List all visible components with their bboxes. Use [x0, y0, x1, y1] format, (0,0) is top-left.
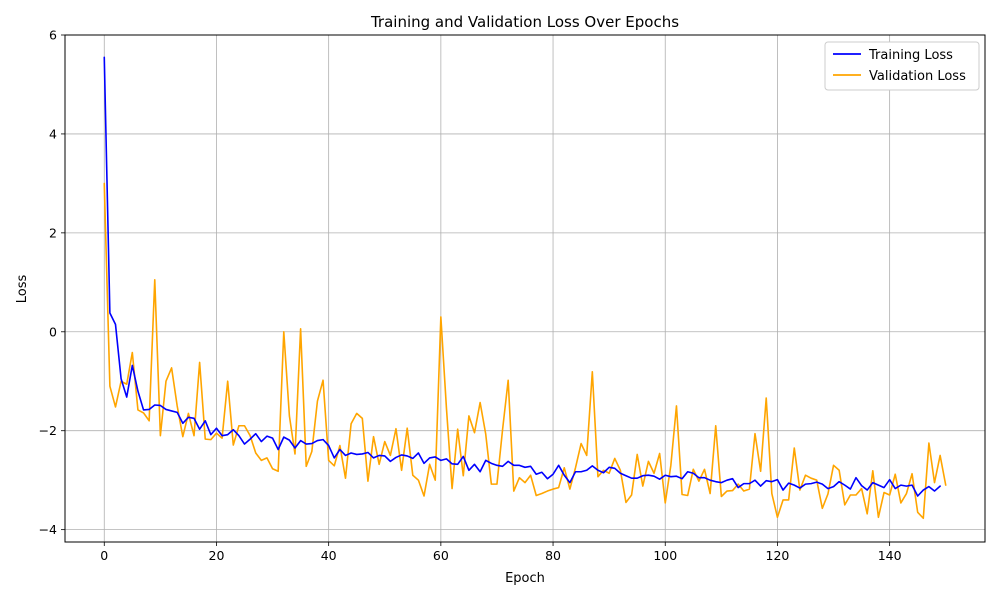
legend: Training Loss Validation Loss — [824, 41, 980, 91]
y-tick-label: 4 — [49, 126, 57, 141]
plot-frame — [64, 34, 986, 543]
y-axis-title: Loss — [15, 275, 30, 304]
x-tick-label: 60 — [433, 548, 449, 563]
chart-title: Training and Validation Loss Over Epochs — [370, 13, 679, 31]
x-tick-label: 20 — [209, 548, 225, 563]
legend-box — [824, 41, 980, 91]
x-tick-label: 140 — [878, 548, 902, 563]
x-tick-label: 120 — [766, 548, 790, 563]
legend-label-validation: Validation Loss — [869, 69, 966, 84]
series-lines — [103, 56, 947, 520]
training-loss-line — [103, 56, 941, 497]
x-tick-label: 40 — [321, 548, 337, 563]
validation-loss-line — [103, 182, 947, 520]
y-tick-label: 0 — [49, 324, 57, 339]
y-tick-label: −4 — [39, 522, 57, 537]
x-tick-label: 100 — [653, 548, 677, 563]
x-tick-label: 80 — [545, 548, 561, 563]
x-tick-label: 0 — [100, 548, 108, 563]
legend-label-training: Training Loss — [868, 48, 953, 63]
y-tick-label: −2 — [39, 423, 57, 438]
x-axis-title: Epoch — [505, 571, 545, 586]
y-tick-label: 2 — [49, 225, 57, 240]
axis-ticks: 0 20 40 60 80 100 120 140 −4 −2 0 2 4 6 — [39, 28, 902, 564]
y-tick-label: 6 — [49, 28, 57, 43]
